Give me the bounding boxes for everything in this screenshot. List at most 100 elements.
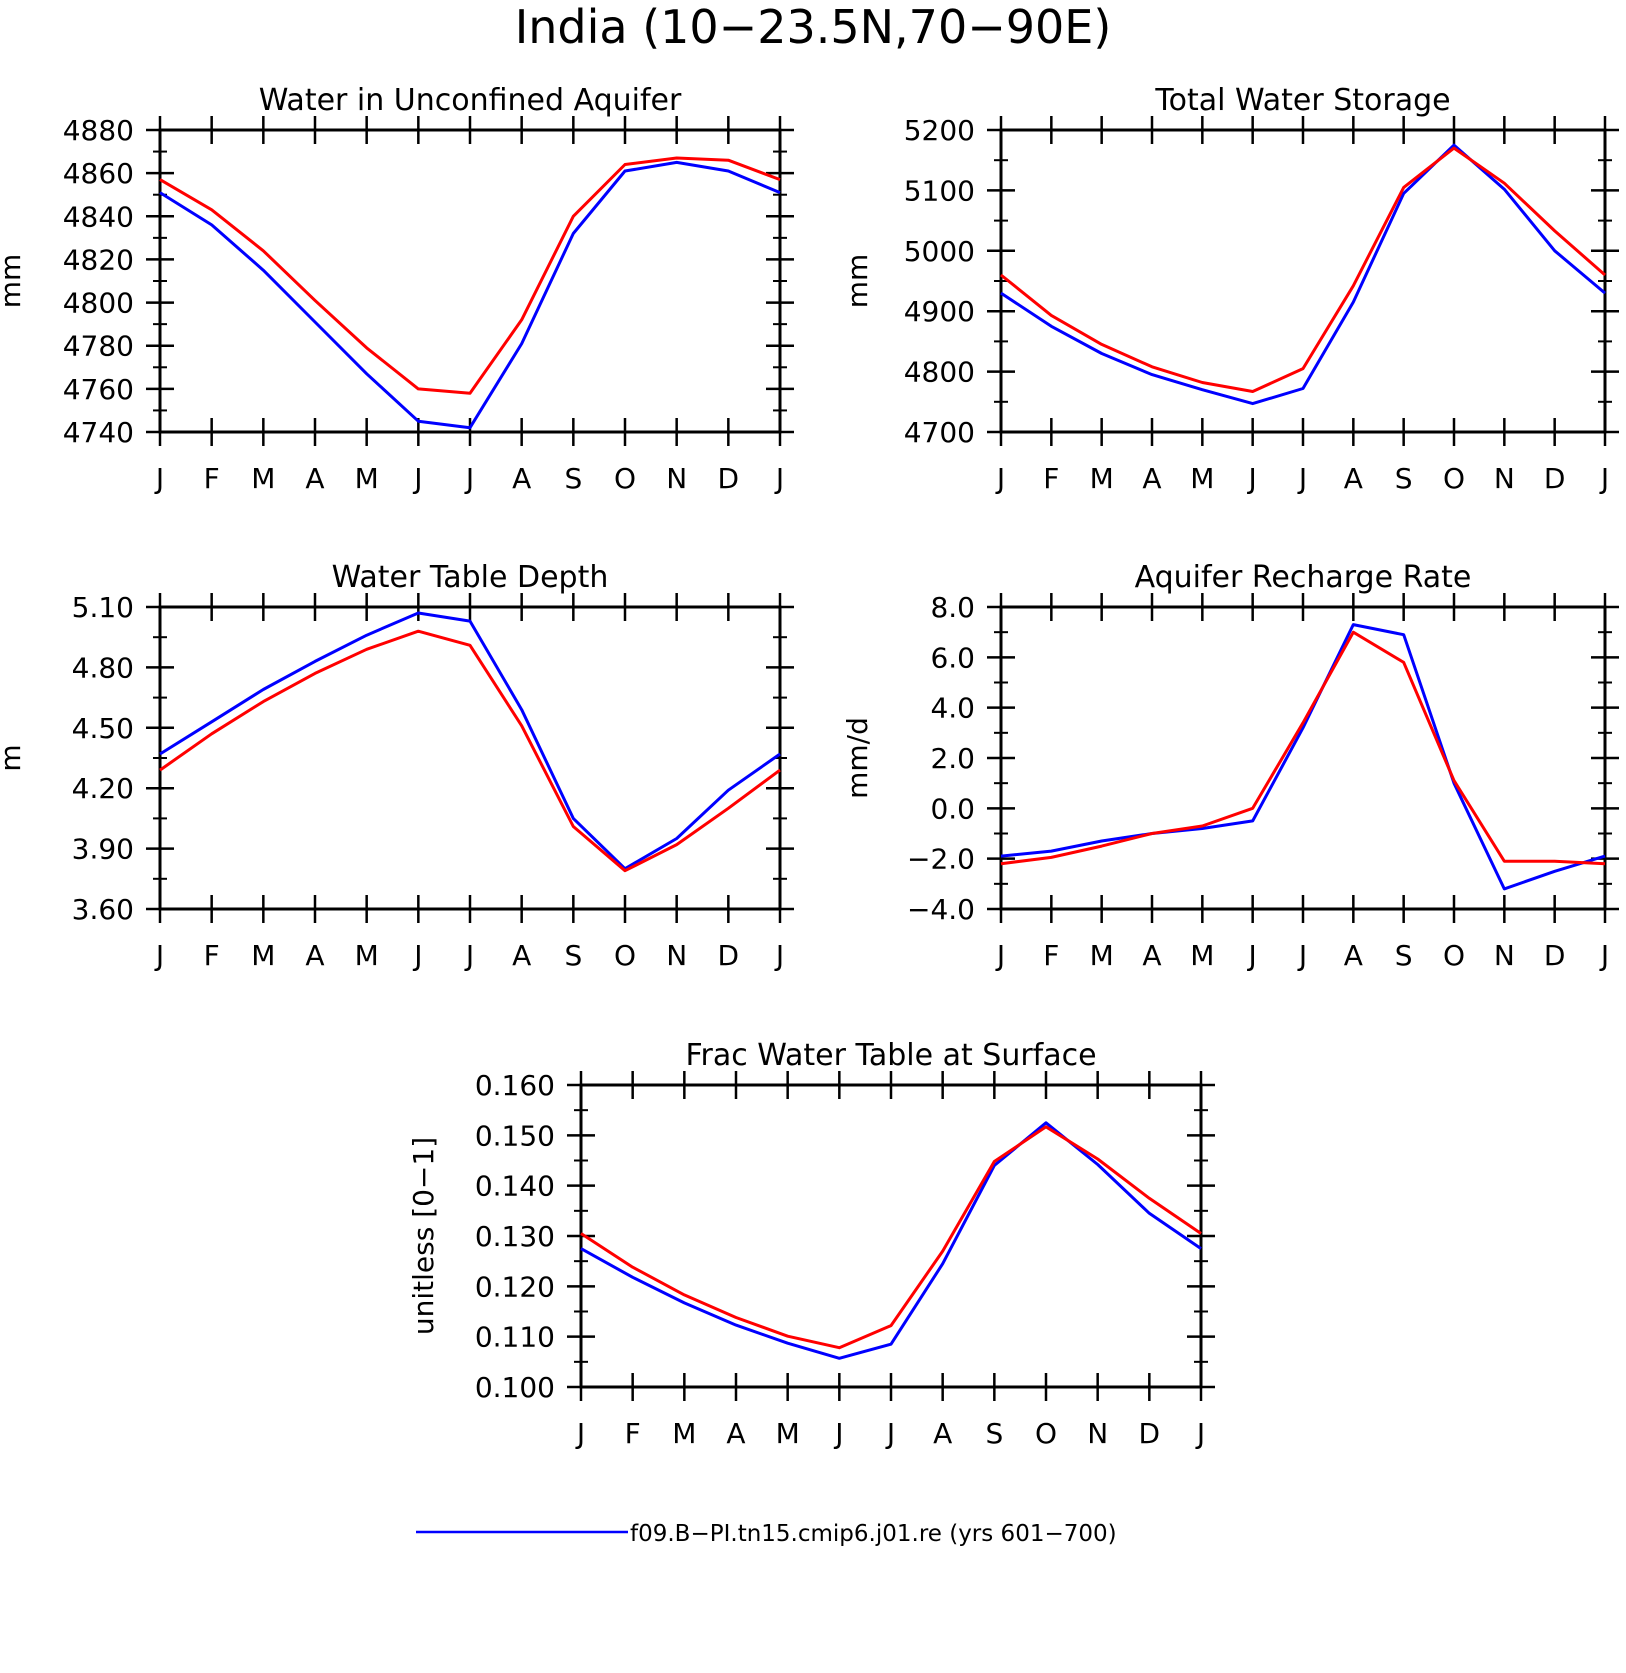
y-tick-label: 0.150 <box>475 1119 555 1152</box>
y-tick-label: 4860 <box>63 157 134 190</box>
chart-title: Frac Water Table at Surface <box>685 1038 1096 1073</box>
x-tick-label: A <box>726 1417 745 1450</box>
x-tick-label: M <box>776 1417 800 1450</box>
y-axis-label: unitless [0−1] <box>407 1137 440 1335</box>
y-tick-label: 4800 <box>904 356 975 389</box>
x-tick-label: A <box>933 1417 952 1450</box>
series-line-red <box>159 156 781 395</box>
series-line-blue <box>580 1121 1202 1360</box>
x-tick-label: J <box>1599 462 1609 495</box>
x-tick-label: J <box>1195 1417 1205 1450</box>
figure-title: India (10−23.5N,70−90E) <box>515 0 1112 54</box>
plot-frame <box>158 128 782 434</box>
x-tick-label: O <box>1443 939 1465 972</box>
y-tick-label: 3.60 <box>72 893 134 926</box>
x-tick-label: O <box>614 939 636 972</box>
x-tick-label: J <box>774 462 784 495</box>
y-tick-label: 0.0 <box>930 792 975 825</box>
y-tick-label: 4820 <box>63 243 134 276</box>
x-tick-label: J <box>464 939 474 972</box>
y-tick-label: 0.120 <box>475 1270 555 1303</box>
y-tick-label: 0.140 <box>475 1170 555 1203</box>
series-line-blue <box>1000 143 1606 406</box>
x-tick-label: J <box>1297 939 1307 972</box>
x-tick-label: M <box>672 1417 696 1450</box>
y-axis-label: mm/d <box>841 717 874 799</box>
series-line-blue <box>159 160 781 430</box>
plot-frame <box>158 605 782 911</box>
x-tick-label: M <box>1190 939 1214 972</box>
x-tick-label: J <box>885 1417 895 1450</box>
y-tick-label: 4780 <box>63 330 134 363</box>
y-axis-label: m <box>0 744 27 771</box>
chart-title: Water Table Depth <box>332 560 609 595</box>
y-tick-label: 4.80 <box>72 651 134 684</box>
x-tick-label: M <box>1090 939 1114 972</box>
x-tick-label: A <box>1344 462 1363 495</box>
x-tick-label: J <box>464 462 474 495</box>
x-tick-label: A <box>1142 462 1161 495</box>
series-line-red <box>1000 146 1606 393</box>
x-tick-label: N <box>666 462 687 495</box>
x-tick-label: J <box>1247 939 1257 972</box>
y-tick-label: 0.160 <box>475 1069 555 1102</box>
y-tick-label: −2.0 <box>907 843 975 876</box>
x-tick-label: A <box>512 462 531 495</box>
x-tick-label: J <box>1247 462 1257 495</box>
x-tick-label: M <box>251 462 275 495</box>
y-tick-label: 4.0 <box>930 692 975 725</box>
y-tick-label: 8.0 <box>930 591 975 624</box>
y-tick-label: 4.50 <box>72 712 134 745</box>
x-tick-label: F <box>1043 462 1059 495</box>
x-tick-label: M <box>1090 462 1114 495</box>
x-tick-label: N <box>1087 1417 1108 1450</box>
chart-panel-4: Aquifer Recharge Rate −4.0 −2.0 0.0 2.0 4.0 6.… <box>841 560 1619 972</box>
x-tick-label: J <box>995 462 1005 495</box>
y-tick-label: 4700 <box>904 416 975 449</box>
x-tick-label: S <box>564 462 582 495</box>
chart-panel-1: Water in Unconfined Aquifer 4740 4760 4780 4… <box>0 83 794 495</box>
x-tick-label: S <box>1395 462 1413 495</box>
x-tick-label: J <box>774 939 784 972</box>
plot-frame <box>999 605 1607 911</box>
x-tick-label: J <box>412 462 422 495</box>
chart-panels: Water in Unconfined Aquifer 4740 4760 4780 4… <box>0 83 1619 1450</box>
x-tick-label: M <box>355 939 379 972</box>
x-tick-label: F <box>204 939 220 972</box>
y-tick-label: 0.130 <box>475 1220 555 1253</box>
chart-title: Total Water Storage <box>1154 83 1450 118</box>
y-tick-label: 5000 <box>904 235 975 268</box>
x-tick-label: F <box>204 462 220 495</box>
y-axis-label: mm <box>0 254 27 309</box>
y-tick-label: 5200 <box>904 114 975 147</box>
series-line-blue <box>1000 623 1606 891</box>
x-tick-label: N <box>666 939 687 972</box>
x-tick-label: S <box>564 939 582 972</box>
y-tick-label: 4880 <box>63 114 134 147</box>
x-tick-label: A <box>512 939 531 972</box>
x-tick-label: A <box>1344 939 1363 972</box>
y-tick-label: 3.90 <box>72 833 134 866</box>
x-tick-label: D <box>1544 939 1566 972</box>
y-tick-label: 4900 <box>904 295 975 328</box>
legend: f09.B−PI.tn15.cmip6.j01.re (yrs 601−700)… <box>416 1521 1117 1547</box>
x-tick-label: F <box>625 1417 641 1450</box>
x-tick-label: M <box>1190 462 1214 495</box>
x-tick-label: M <box>251 939 275 972</box>
x-tick-label: D <box>1139 1417 1161 1450</box>
y-axis-label: mm <box>841 254 874 309</box>
y-tick-label: −4.0 <box>907 893 975 926</box>
x-tick-label: D <box>718 939 740 972</box>
x-tick-label: F <box>1043 939 1059 972</box>
chart-title: Aquifer Recharge Rate <box>1135 560 1472 595</box>
x-tick-label: O <box>1035 1417 1057 1450</box>
x-tick-label: N <box>1494 939 1515 972</box>
x-tick-label: J <box>1599 939 1609 972</box>
x-tick-label: J <box>154 939 164 972</box>
x-tick-label: J <box>833 1417 843 1450</box>
x-tick-label: S <box>1395 939 1413 972</box>
x-tick-label: J <box>154 462 164 495</box>
x-tick-label: J <box>1297 462 1307 495</box>
y-tick-label: 0.110 <box>475 1321 555 1354</box>
